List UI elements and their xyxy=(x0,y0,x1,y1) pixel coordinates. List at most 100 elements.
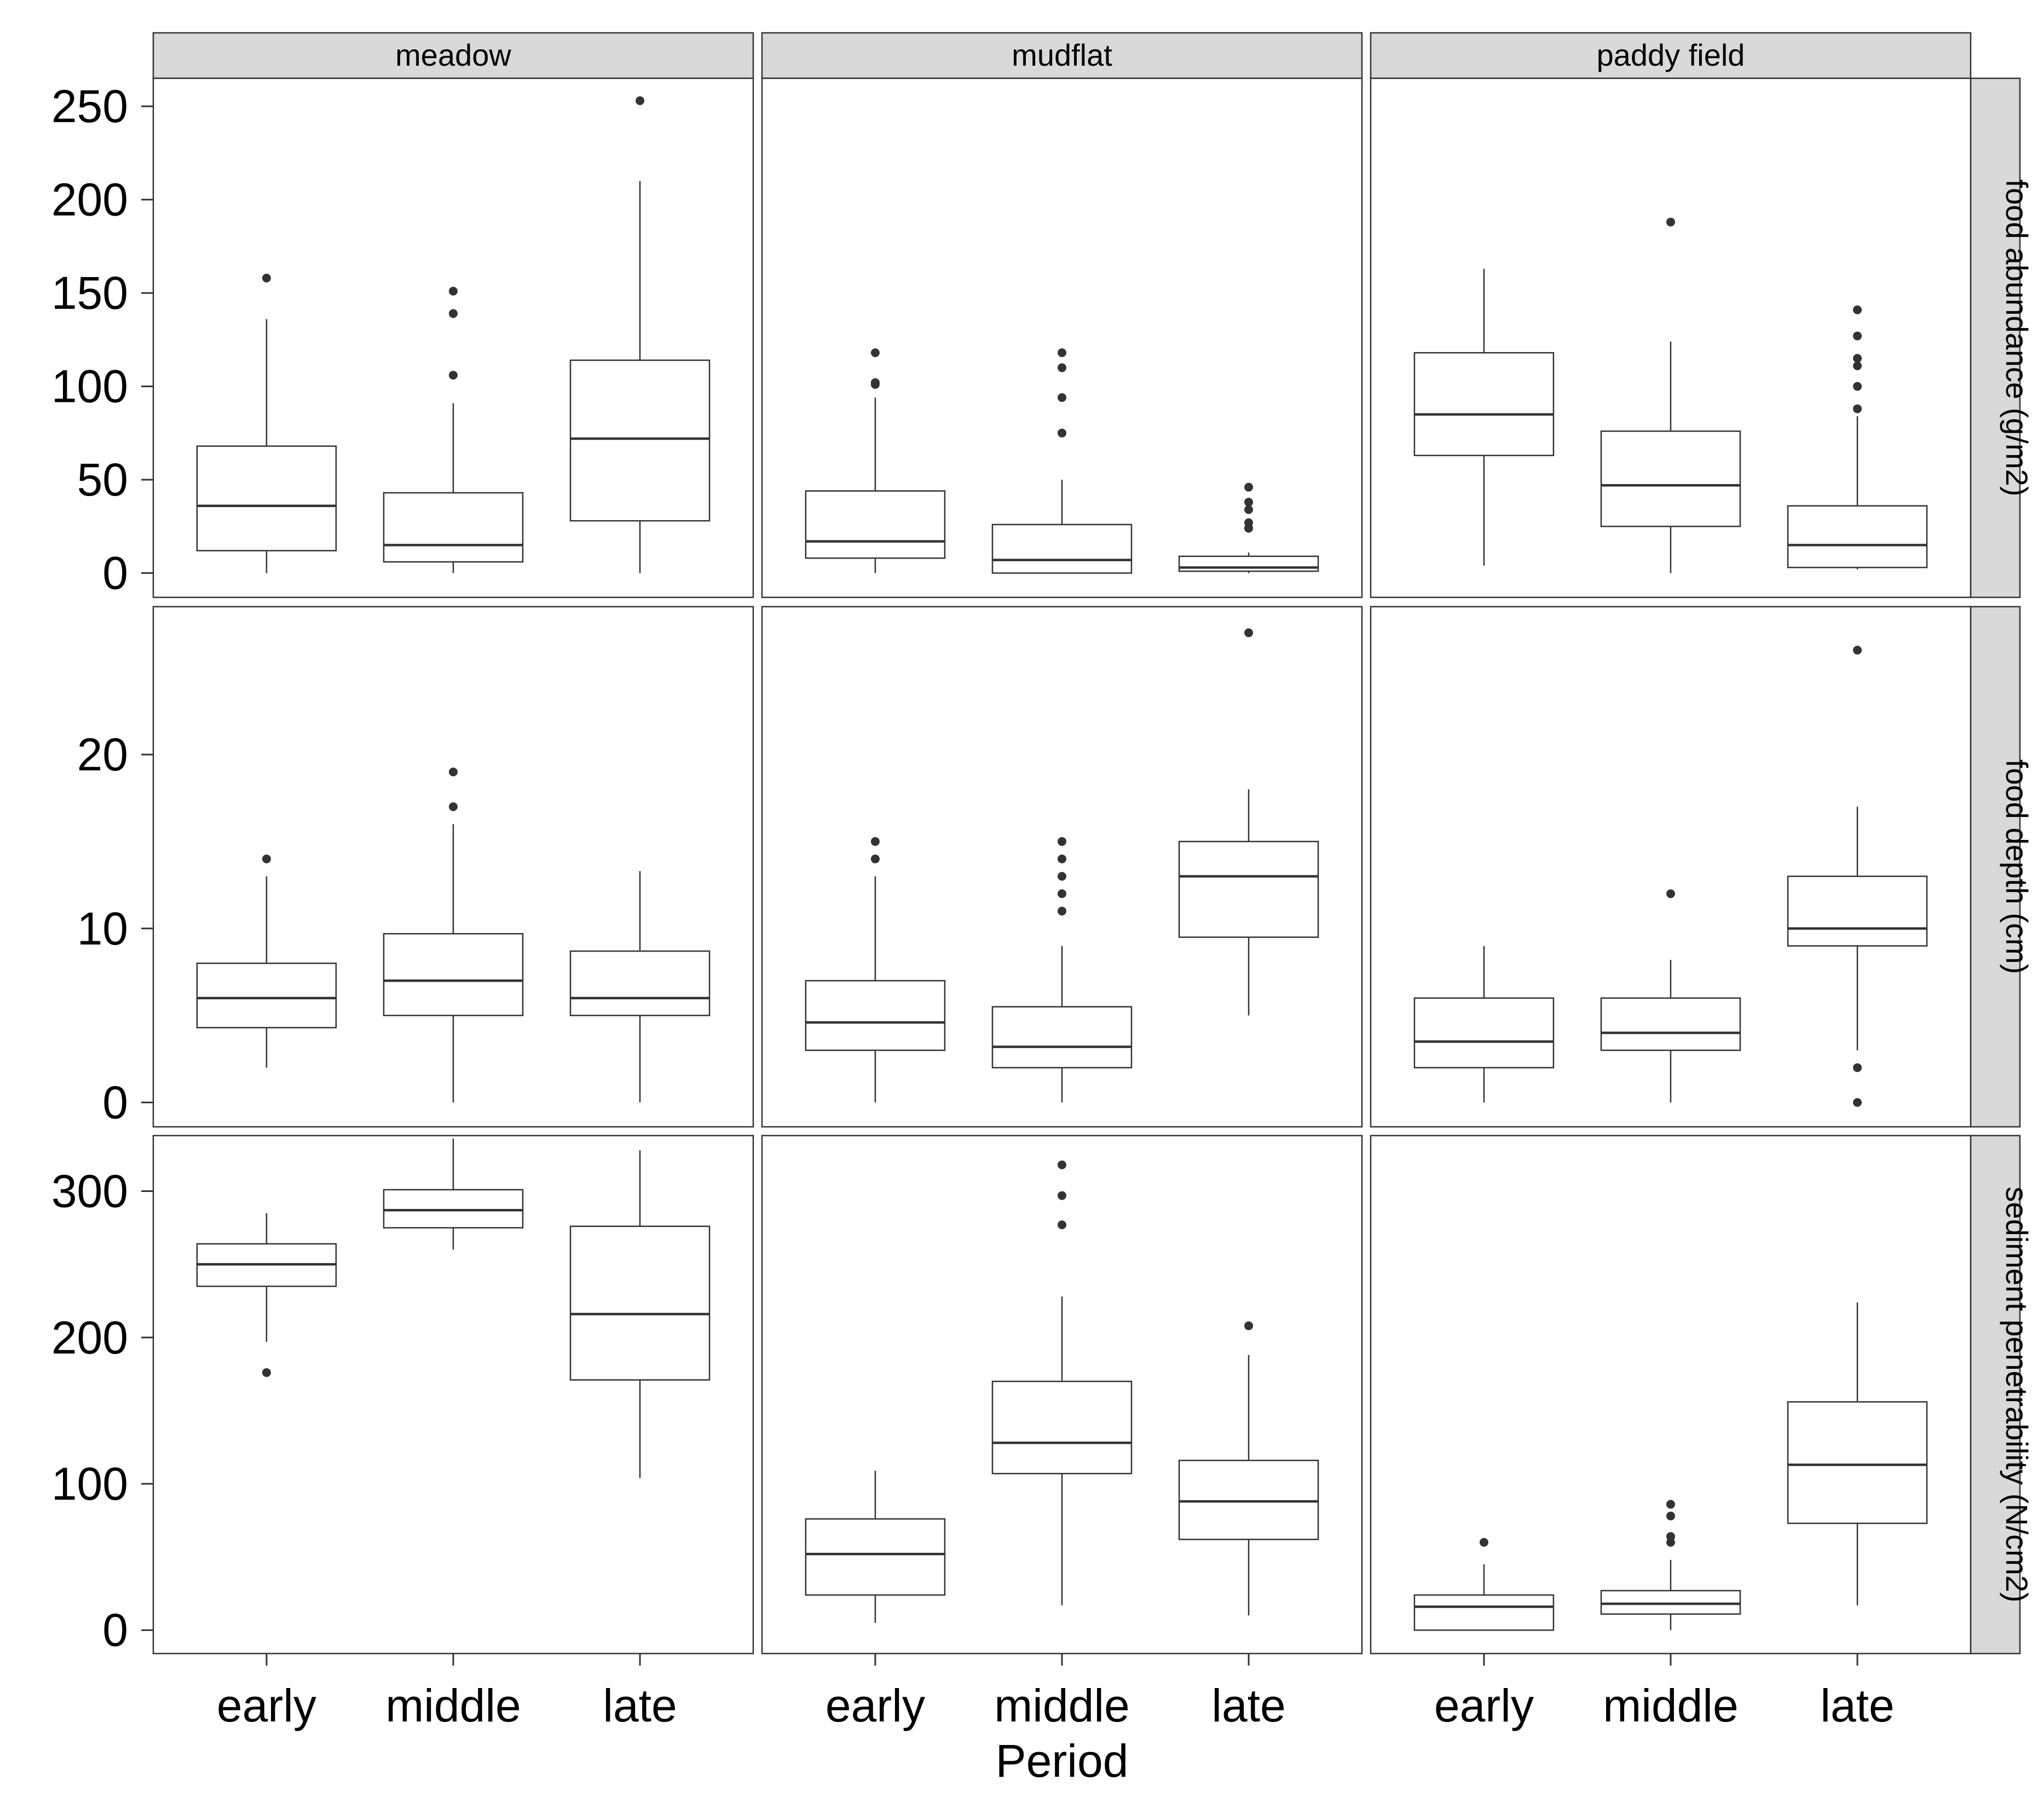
outlier-point-mudflat-food-abundance-g-m2-late-2 xyxy=(1244,505,1254,514)
outlier-point-paddy-field-food-abundance-g-m2-late-0 xyxy=(1853,404,1862,413)
y-tick-label: 200 xyxy=(51,174,128,226)
x-tick-label-paddy-field-late: late xyxy=(1820,1680,1894,1731)
box-mudflat-sediment-penetrability-n-cm2-middle xyxy=(991,1380,1133,1475)
outlier-point-paddy-field-food-depth-cm-late-0 xyxy=(1853,1098,1862,1107)
y-tick-label: 10 xyxy=(77,903,128,954)
outlier-point-mudflat-food-depth-cm-middle-2 xyxy=(1058,872,1066,881)
outlier-point-paddy-field-sediment-penetrability-n-cm2-middle-1 xyxy=(1666,1532,1675,1541)
column-strip-paddy-field xyxy=(1370,32,1972,79)
box-paddy-field-food-abundance-g-m2-late xyxy=(1787,505,1928,568)
y-tick-label: 150 xyxy=(51,267,128,319)
outlier-point-mudflat-food-depth-cm-middle-0 xyxy=(1058,907,1066,916)
box-paddy-field-sediment-penetrability-n-cm2-early xyxy=(1413,1594,1555,1631)
box-paddy-field-food-depth-cm-middle xyxy=(1600,997,1741,1051)
box-paddy-field-food-depth-cm-late xyxy=(1787,876,1928,947)
box-mudflat-food-depth-cm-late xyxy=(1178,840,1319,938)
outlier-point-meadow-food-abundance-g-m2-middle-1 xyxy=(449,309,458,318)
outlier-point-meadow-food-abundance-g-m2-late-0 xyxy=(636,96,645,105)
box-meadow-sediment-penetrability-n-cm2-middle xyxy=(383,1189,524,1229)
outlier-point-meadow-food-abundance-g-m2-early-0 xyxy=(262,273,271,283)
box-mudflat-food-abundance-g-m2-early xyxy=(805,490,946,559)
outlier-point-mudflat-food-depth-cm-early-0 xyxy=(870,854,880,863)
x-tick-label-paddy-field-middle: middle xyxy=(1603,1680,1738,1731)
outlier-point-paddy-field-sediment-penetrability-n-cm2-middle-3 xyxy=(1666,1500,1675,1509)
box-paddy-field-sediment-penetrability-n-cm2-middle xyxy=(1600,1589,1741,1615)
outlier-point-paddy-field-sediment-penetrability-n-cm2-early-0 xyxy=(1479,1537,1488,1547)
box-mudflat-food-abundance-g-m2-late xyxy=(1178,555,1319,572)
row-strip-label-food-depth-cm: food depth (cm) xyxy=(2000,759,2034,974)
outlier-point-mudflat-food-depth-cm-middle-4 xyxy=(1058,837,1066,846)
box-paddy-field-food-depth-cm-early xyxy=(1413,997,1555,1069)
y-tick-label: 0 xyxy=(102,1077,128,1128)
x-tick-label-mudflat-early: early xyxy=(825,1680,925,1731)
x-tick-label-mudflat-late: late xyxy=(1211,1680,1285,1731)
column-strip-label-meadow: meadow xyxy=(395,38,511,72)
outlier-point-paddy-field-food-abundance-g-m2-late-1 xyxy=(1853,382,1862,391)
box-paddy-field-food-abundance-g-m2-middle xyxy=(1600,430,1741,527)
box-mudflat-food-depth-cm-early xyxy=(805,980,946,1051)
y-tick-label: 250 xyxy=(51,80,128,132)
box-mudflat-sediment-penetrability-n-cm2-early xyxy=(805,1518,946,1596)
box-meadow-food-abundance-g-m2-late xyxy=(569,359,711,522)
x-tick-label-mudflat-middle: middle xyxy=(994,1680,1129,1731)
x-tick-label-meadow-late: late xyxy=(603,1680,677,1731)
outlier-point-mudflat-food-abundance-g-m2-early-1 xyxy=(870,378,880,387)
outlier-point-paddy-field-food-abundance-g-m2-late-5 xyxy=(1853,305,1862,314)
outlier-point-paddy-field-food-depth-cm-middle-0 xyxy=(1666,889,1675,898)
outlier-point-mudflat-food-abundance-g-m2-late-3 xyxy=(1244,498,1254,507)
outlier-point-mudflat-food-abundance-g-m2-late-1 xyxy=(1244,518,1254,527)
box-mudflat-sediment-penetrability-n-cm2-late xyxy=(1178,1460,1319,1540)
outlier-point-paddy-field-food-abundance-g-m2-middle-0 xyxy=(1666,217,1675,227)
box-meadow-food-abundance-g-m2-early xyxy=(196,445,337,551)
y-tick-label: 50 xyxy=(77,454,128,505)
outlier-point-mudflat-food-abundance-g-m2-middle-3 xyxy=(1058,348,1066,358)
y-tick-label: 100 xyxy=(51,1458,128,1510)
y-tick-label: 0 xyxy=(102,548,128,599)
outlier-point-paddy-field-food-abundance-g-m2-late-4 xyxy=(1853,331,1862,341)
text-layer: meadow mudflat paddy field food abundance (… xyxy=(51,38,2034,1787)
row-strip-label-sediment-penetrability-n-cm2: sediment penetrability (N/cm2) xyxy=(2000,1187,2034,1602)
column-strip-label-mudflat: mudflat xyxy=(1012,38,1112,72)
box-meadow-food-depth-cm-middle xyxy=(383,933,524,1016)
outlier-point-mudflat-food-abundance-g-m2-middle-1 xyxy=(1058,393,1066,402)
outlier-point-meadow-food-depth-cm-middle-1 xyxy=(449,767,458,776)
column-strip-label-paddy-field: paddy field xyxy=(1597,38,1745,72)
row-strip-label-food-abundance-g-m2: food abundance (g/m2) xyxy=(2000,179,2034,496)
outlier-point-paddy-field-sediment-penetrability-n-cm2-middle-2 xyxy=(1666,1511,1675,1520)
box-meadow-sediment-penetrability-n-cm2-late xyxy=(569,1225,711,1381)
column-strip-meadow xyxy=(152,32,754,79)
x-tick-label-meadow-early: early xyxy=(217,1680,316,1731)
outlier-point-paddy-field-food-abundance-g-m2-late-3 xyxy=(1853,354,1862,363)
box-mudflat-food-abundance-g-m2-middle xyxy=(991,523,1133,574)
outlier-point-meadow-food-abundance-g-m2-middle-0 xyxy=(449,371,458,380)
outlier-point-paddy-field-food-depth-cm-late-1 xyxy=(1853,1063,1862,1072)
box-meadow-food-abundance-g-m2-middle xyxy=(383,492,524,563)
outlier-point-mudflat-food-depth-cm-late-0 xyxy=(1244,628,1254,637)
outlier-point-mudflat-food-abundance-g-m2-middle-2 xyxy=(1058,363,1066,372)
row-strip-sediment-penetrability-n-cm2 xyxy=(1970,1134,2021,1655)
x-tick-label-meadow-middle: middle xyxy=(385,1680,521,1731)
outlier-point-meadow-sediment-penetrability-n-cm2-early-0 xyxy=(262,1368,271,1377)
x-tick-label-paddy-field-early: early xyxy=(1434,1680,1534,1731)
outlier-point-mudflat-sediment-penetrability-n-cm2-middle-1 xyxy=(1058,1191,1066,1200)
y-tick-label: 300 xyxy=(51,1166,128,1217)
outlier-point-meadow-food-depth-cm-early-0 xyxy=(262,854,271,863)
outlier-point-paddy-field-food-depth-cm-late-2 xyxy=(1853,646,1862,655)
outlier-point-meadow-food-abundance-g-m2-middle-2 xyxy=(449,286,458,296)
y-tick-label: 20 xyxy=(77,729,128,780)
outlier-point-mudflat-sediment-penetrability-n-cm2-middle-0 xyxy=(1058,1220,1066,1230)
y-tick-label: 0 xyxy=(102,1604,128,1656)
outlier-point-meadow-food-depth-cm-middle-0 xyxy=(449,802,458,811)
outlier-point-mudflat-food-abundance-g-m2-middle-0 xyxy=(1058,428,1066,437)
row-strip-food-depth-cm xyxy=(1970,606,2021,1128)
outlier-point-mudflat-food-depth-cm-early-1 xyxy=(870,837,880,846)
box-mudflat-food-depth-cm-middle xyxy=(991,1006,1133,1069)
y-tick-label: 200 xyxy=(51,1312,128,1363)
box-paddy-field-sediment-penetrability-n-cm2-late xyxy=(1787,1401,1928,1524)
outlier-point-mudflat-food-depth-cm-middle-3 xyxy=(1058,854,1066,863)
column-strip-mudflat xyxy=(761,32,1363,79)
outlier-point-mudflat-sediment-penetrability-n-cm2-middle-2 xyxy=(1058,1160,1066,1170)
y-tick-label: 100 xyxy=(51,361,128,412)
